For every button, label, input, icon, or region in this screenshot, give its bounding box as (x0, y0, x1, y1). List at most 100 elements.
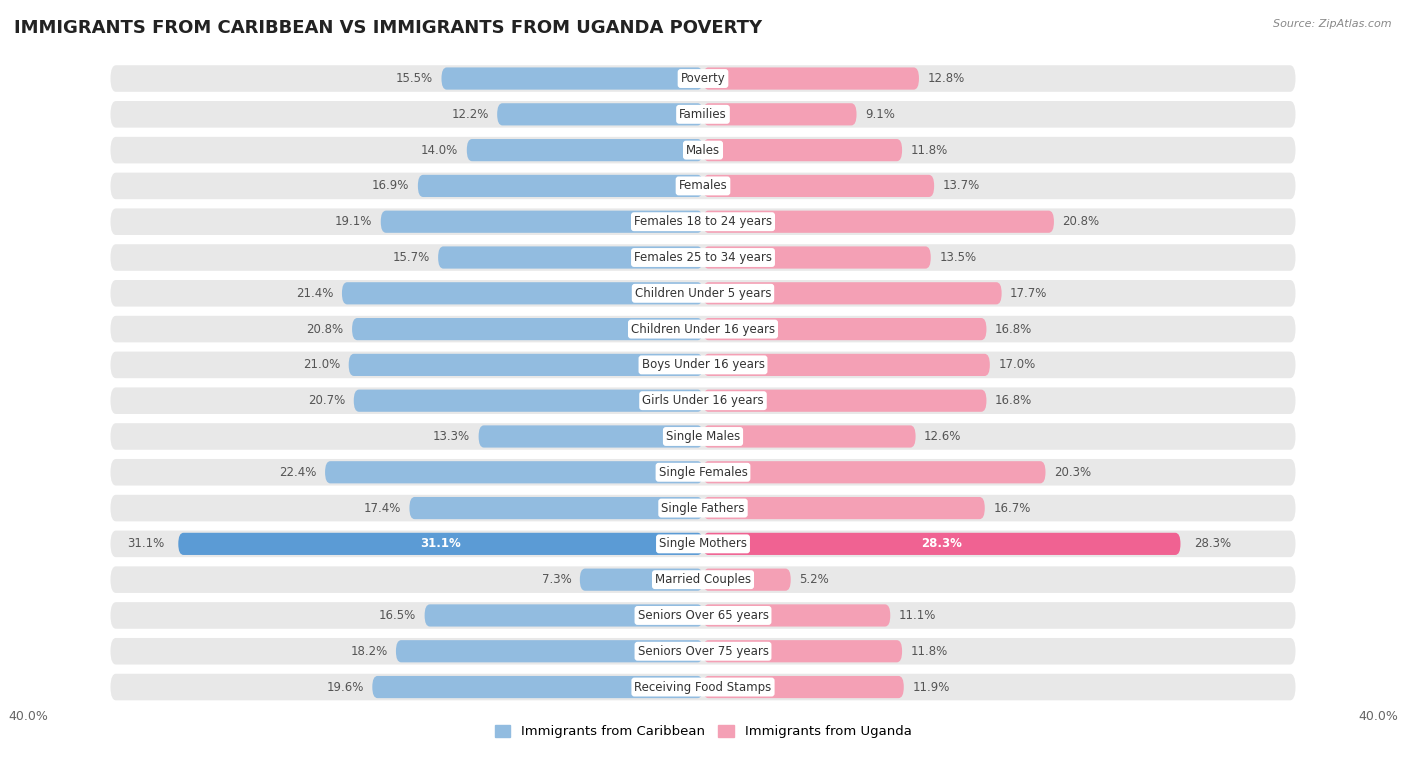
Text: Seniors Over 75 years: Seniors Over 75 years (637, 645, 769, 658)
Text: 13.5%: 13.5% (939, 251, 976, 264)
Text: Children Under 16 years: Children Under 16 years (631, 323, 775, 336)
FancyBboxPatch shape (110, 565, 1296, 594)
Text: 14.0%: 14.0% (422, 143, 458, 157)
FancyBboxPatch shape (381, 211, 703, 233)
FancyBboxPatch shape (110, 64, 1296, 93)
FancyBboxPatch shape (425, 604, 703, 627)
FancyBboxPatch shape (110, 529, 1296, 559)
FancyBboxPatch shape (439, 246, 703, 268)
FancyBboxPatch shape (579, 568, 703, 590)
Text: Single Mothers: Single Mothers (659, 537, 747, 550)
FancyBboxPatch shape (110, 99, 1296, 129)
FancyBboxPatch shape (110, 386, 1296, 415)
Text: 15.5%: 15.5% (396, 72, 433, 85)
Text: Source: ZipAtlas.com: Source: ZipAtlas.com (1274, 19, 1392, 29)
Text: 16.8%: 16.8% (995, 323, 1032, 336)
FancyBboxPatch shape (703, 461, 1046, 484)
Text: Single Females: Single Females (658, 465, 748, 479)
FancyBboxPatch shape (703, 390, 987, 412)
FancyBboxPatch shape (110, 672, 1296, 702)
Text: 22.4%: 22.4% (280, 465, 316, 479)
FancyBboxPatch shape (110, 458, 1296, 487)
FancyBboxPatch shape (110, 207, 1296, 236)
Text: 9.1%: 9.1% (865, 108, 894, 121)
Text: 17.0%: 17.0% (998, 359, 1035, 371)
Text: 16.5%: 16.5% (380, 609, 416, 622)
Text: Boys Under 16 years: Boys Under 16 years (641, 359, 765, 371)
FancyBboxPatch shape (396, 641, 703, 662)
FancyBboxPatch shape (352, 318, 703, 340)
Text: 20.8%: 20.8% (307, 323, 343, 336)
Text: Single Fathers: Single Fathers (661, 502, 745, 515)
FancyBboxPatch shape (349, 354, 703, 376)
FancyBboxPatch shape (325, 461, 703, 484)
FancyBboxPatch shape (703, 604, 890, 627)
Text: Males: Males (686, 143, 720, 157)
FancyBboxPatch shape (703, 318, 987, 340)
Text: Females: Females (679, 180, 727, 193)
FancyBboxPatch shape (441, 67, 703, 89)
Text: 17.7%: 17.7% (1010, 287, 1047, 300)
FancyBboxPatch shape (703, 497, 984, 519)
Text: Single Males: Single Males (666, 430, 740, 443)
FancyBboxPatch shape (703, 67, 920, 89)
FancyBboxPatch shape (703, 246, 931, 268)
FancyBboxPatch shape (110, 350, 1296, 380)
Text: 16.7%: 16.7% (993, 502, 1031, 515)
FancyBboxPatch shape (703, 568, 790, 590)
Text: Families: Families (679, 108, 727, 121)
Text: 28.3%: 28.3% (1194, 537, 1232, 550)
Text: 19.1%: 19.1% (335, 215, 373, 228)
FancyBboxPatch shape (409, 497, 703, 519)
Text: 20.3%: 20.3% (1054, 465, 1091, 479)
FancyBboxPatch shape (373, 676, 703, 698)
Text: 12.2%: 12.2% (451, 108, 489, 121)
Text: 11.8%: 11.8% (911, 645, 948, 658)
FancyBboxPatch shape (703, 103, 856, 125)
Text: 15.7%: 15.7% (392, 251, 430, 264)
Text: 16.8%: 16.8% (995, 394, 1032, 407)
Text: 16.9%: 16.9% (373, 180, 409, 193)
Text: Receiving Food Stamps: Receiving Food Stamps (634, 681, 772, 694)
FancyBboxPatch shape (703, 175, 934, 197)
FancyBboxPatch shape (110, 601, 1296, 630)
FancyBboxPatch shape (703, 139, 903, 161)
Text: 13.3%: 13.3% (433, 430, 470, 443)
Text: 31.1%: 31.1% (128, 537, 165, 550)
FancyBboxPatch shape (467, 139, 703, 161)
FancyBboxPatch shape (110, 493, 1296, 523)
Text: Seniors Over 65 years: Seniors Over 65 years (637, 609, 769, 622)
FancyBboxPatch shape (703, 533, 1181, 555)
FancyBboxPatch shape (418, 175, 703, 197)
Text: 13.7%: 13.7% (942, 180, 980, 193)
Text: 11.8%: 11.8% (911, 143, 948, 157)
Text: 11.9%: 11.9% (912, 681, 949, 694)
Text: 5.2%: 5.2% (799, 573, 830, 586)
FancyBboxPatch shape (110, 279, 1296, 308)
FancyBboxPatch shape (703, 211, 1054, 233)
Text: 12.8%: 12.8% (928, 72, 965, 85)
FancyBboxPatch shape (110, 243, 1296, 272)
Text: IMMIGRANTS FROM CARIBBEAN VS IMMIGRANTS FROM UGANDA POVERTY: IMMIGRANTS FROM CARIBBEAN VS IMMIGRANTS … (14, 19, 762, 37)
FancyBboxPatch shape (703, 676, 904, 698)
Text: 31.1%: 31.1% (420, 537, 461, 550)
FancyBboxPatch shape (703, 425, 915, 447)
FancyBboxPatch shape (110, 136, 1296, 164)
Text: 21.4%: 21.4% (297, 287, 333, 300)
Text: Poverty: Poverty (681, 72, 725, 85)
Text: 7.3%: 7.3% (541, 573, 571, 586)
FancyBboxPatch shape (703, 641, 903, 662)
Legend: Immigrants from Caribbean, Immigrants from Uganda: Immigrants from Caribbean, Immigrants fr… (489, 719, 917, 744)
Text: Girls Under 16 years: Girls Under 16 years (643, 394, 763, 407)
Text: 12.6%: 12.6% (924, 430, 962, 443)
FancyBboxPatch shape (703, 282, 1001, 305)
Text: Married Couples: Married Couples (655, 573, 751, 586)
Text: 19.6%: 19.6% (326, 681, 364, 694)
FancyBboxPatch shape (110, 421, 1296, 451)
FancyBboxPatch shape (703, 354, 990, 376)
Text: 17.4%: 17.4% (364, 502, 401, 515)
FancyBboxPatch shape (179, 533, 703, 555)
Text: Children Under 5 years: Children Under 5 years (634, 287, 772, 300)
Text: 11.1%: 11.1% (898, 609, 936, 622)
Text: 28.3%: 28.3% (921, 537, 962, 550)
